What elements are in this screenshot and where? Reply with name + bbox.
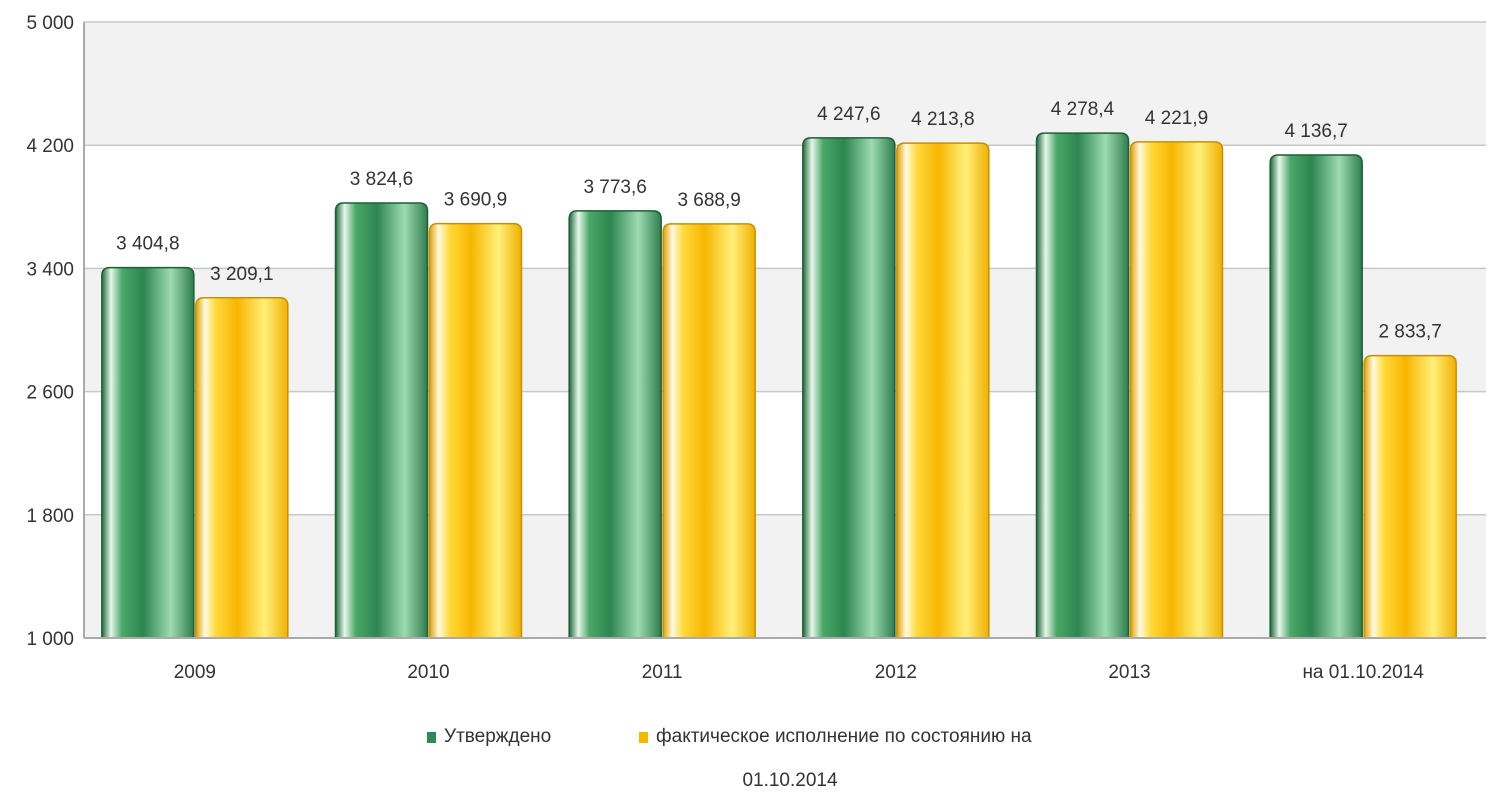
bar (334, 202, 429, 639)
bar (1269, 154, 1363, 639)
data-label: 3 209,1 (210, 264, 273, 285)
bar (195, 297, 289, 639)
bar (662, 223, 756, 639)
bar (428, 222, 523, 639)
legend-swatch (427, 732, 436, 743)
axes: 1 000 1 800 2 600 3 400 4 200 5 000 2009 2010 20… (26, 13, 1486, 683)
data-labels: 3 404,8 3 209,1 3 824,6 3 690,9 3 773,6 3 688… (116, 99, 1442, 342)
data-label: 4 221,9 (1145, 108, 1208, 129)
data-label: 4 213,8 (911, 109, 974, 130)
legend: Утверждено фактическое исполнение по сост… (427, 726, 1032, 791)
plot-bands (84, 22, 1486, 638)
bar (896, 142, 990, 639)
bar (1363, 354, 1457, 639)
bar (101, 266, 195, 639)
y-tick-label: 3 400 (26, 259, 74, 280)
data-label: 4 278,4 (1051, 99, 1115, 120)
x-tick-label: 2010 (407, 662, 449, 683)
x-tick-label: 2013 (1108, 662, 1150, 683)
data-label: 3 404,8 (116, 234, 179, 255)
data-label: 4 136,7 (1284, 121, 1347, 142)
y-tick-label: 1 800 (26, 506, 74, 527)
x-tick-label: 2009 (174, 662, 216, 683)
y-tick-label: 5 000 (26, 13, 74, 34)
plot-band (84, 22, 1486, 146)
bars (101, 132, 1457, 639)
data-label: 3 690,9 (444, 190, 507, 211)
x-tick-label: на 01.10.2014 (1302, 662, 1424, 683)
plot-band (84, 268, 1486, 392)
plot-band (84, 391, 1486, 515)
bar (1035, 132, 1130, 639)
data-label: 3 773,6 (583, 177, 646, 198)
legend-label: Утверждено (444, 726, 551, 747)
y-tick-label: 4 200 (26, 136, 74, 157)
bar (802, 137, 896, 639)
y-tick-label: 1 000 (26, 629, 74, 650)
data-label: 4 247,6 (817, 104, 880, 125)
data-label: 2 833,7 (1378, 322, 1441, 343)
plot-band (84, 514, 1486, 638)
x-tick-label: 2011 (642, 662, 683, 683)
x-tick-label: 2012 (875, 662, 917, 683)
data-label: 3 824,6 (350, 169, 413, 190)
legend-label: фактическое исполнение по состоянию на (656, 726, 1032, 747)
data-label: 3 688,9 (677, 190, 740, 211)
legend-swatch (639, 732, 648, 743)
y-tick-label: 2 600 (26, 383, 74, 404)
bar (1129, 141, 1224, 639)
legend-label: 01.10.2014 (742, 770, 838, 791)
plot-band (84, 145, 1486, 269)
bar (568, 210, 662, 639)
